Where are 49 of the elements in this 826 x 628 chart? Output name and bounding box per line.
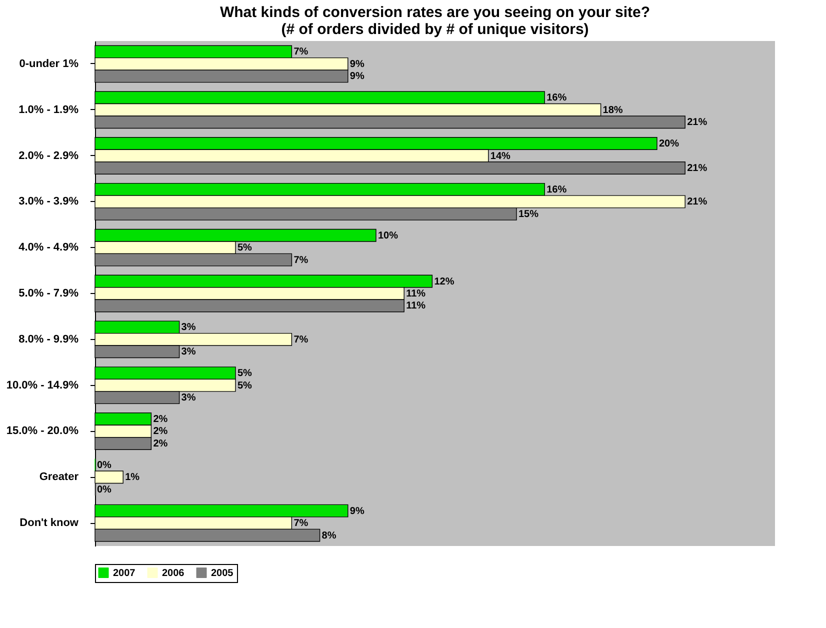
y-tick-label: 1.0% - 1.9% <box>18 104 79 116</box>
data-label: 7% <box>294 518 308 530</box>
legend-label: 2007 <box>113 568 136 579</box>
data-label: 18% <box>602 104 623 116</box>
data-label: 10% <box>378 230 398 242</box>
data-label: 7% <box>294 334 308 346</box>
data-label: 9% <box>350 506 364 517</box>
data-label: 0% <box>97 460 112 471</box>
data-label: 14% <box>490 150 511 162</box>
data-label: 2% <box>153 438 168 450</box>
data-label: 11% <box>406 300 426 312</box>
data-label: 11% <box>406 288 426 300</box>
legend-label: 2005 <box>211 568 234 579</box>
data-label: 21% <box>687 163 708 174</box>
y-tick-label: 8.0% - 9.9% <box>18 333 79 346</box>
data-label: 3% <box>181 392 196 404</box>
y-tick-label: Don't know <box>20 517 79 530</box>
data-label: 8% <box>322 530 336 542</box>
data-label: 9% <box>350 71 364 82</box>
data-label: 0% <box>97 484 112 496</box>
data-label: 3% <box>181 322 196 334</box>
text: What kinds of conversion rates are you seeing on your site? <box>220 4 650 21</box>
data-label: 5% <box>237 380 252 392</box>
y-tick-label: Greater <box>39 471 80 484</box>
legend-label: 2006 <box>162 568 185 579</box>
data-label: 21% <box>687 196 708 208</box>
y-tick-label: 3.0% - 3.9% <box>18 196 79 208</box>
data-label: 21% <box>687 117 708 128</box>
y-tick-label: 4.0% - 4.9% <box>18 242 79 254</box>
data-label: 16% <box>546 184 567 196</box>
data-label: 7% <box>294 46 308 58</box>
data-label: 1% <box>125 472 140 484</box>
data-label: 7% <box>294 254 308 266</box>
data-label: 12% <box>434 276 454 288</box>
data-label: 9% <box>350 58 364 70</box>
y-tick-label: 0-under 1% <box>19 58 79 70</box>
data-label: 2% <box>153 414 168 425</box>
data-label: 20% <box>658 138 680 150</box>
data-label: 16% <box>546 92 567 104</box>
data-label: 2% <box>153 426 168 438</box>
y-tick-label: 2.0% - 2.9% <box>18 150 79 162</box>
data-label: 5% <box>237 368 252 380</box>
y-tick-label: 5.0% - 7.9% <box>18 288 79 300</box>
data-label: 15% <box>518 208 539 220</box>
data-label: 5% <box>237 242 252 254</box>
text: (# of orders divided by # of unique visitors) <box>281 21 589 38</box>
y-tick-label: 15.0% - 20.0% <box>6 425 79 438</box>
data-label: 3% <box>181 346 196 358</box>
y-tick-label: 10.0% - 14.9% <box>6 379 79 392</box>
